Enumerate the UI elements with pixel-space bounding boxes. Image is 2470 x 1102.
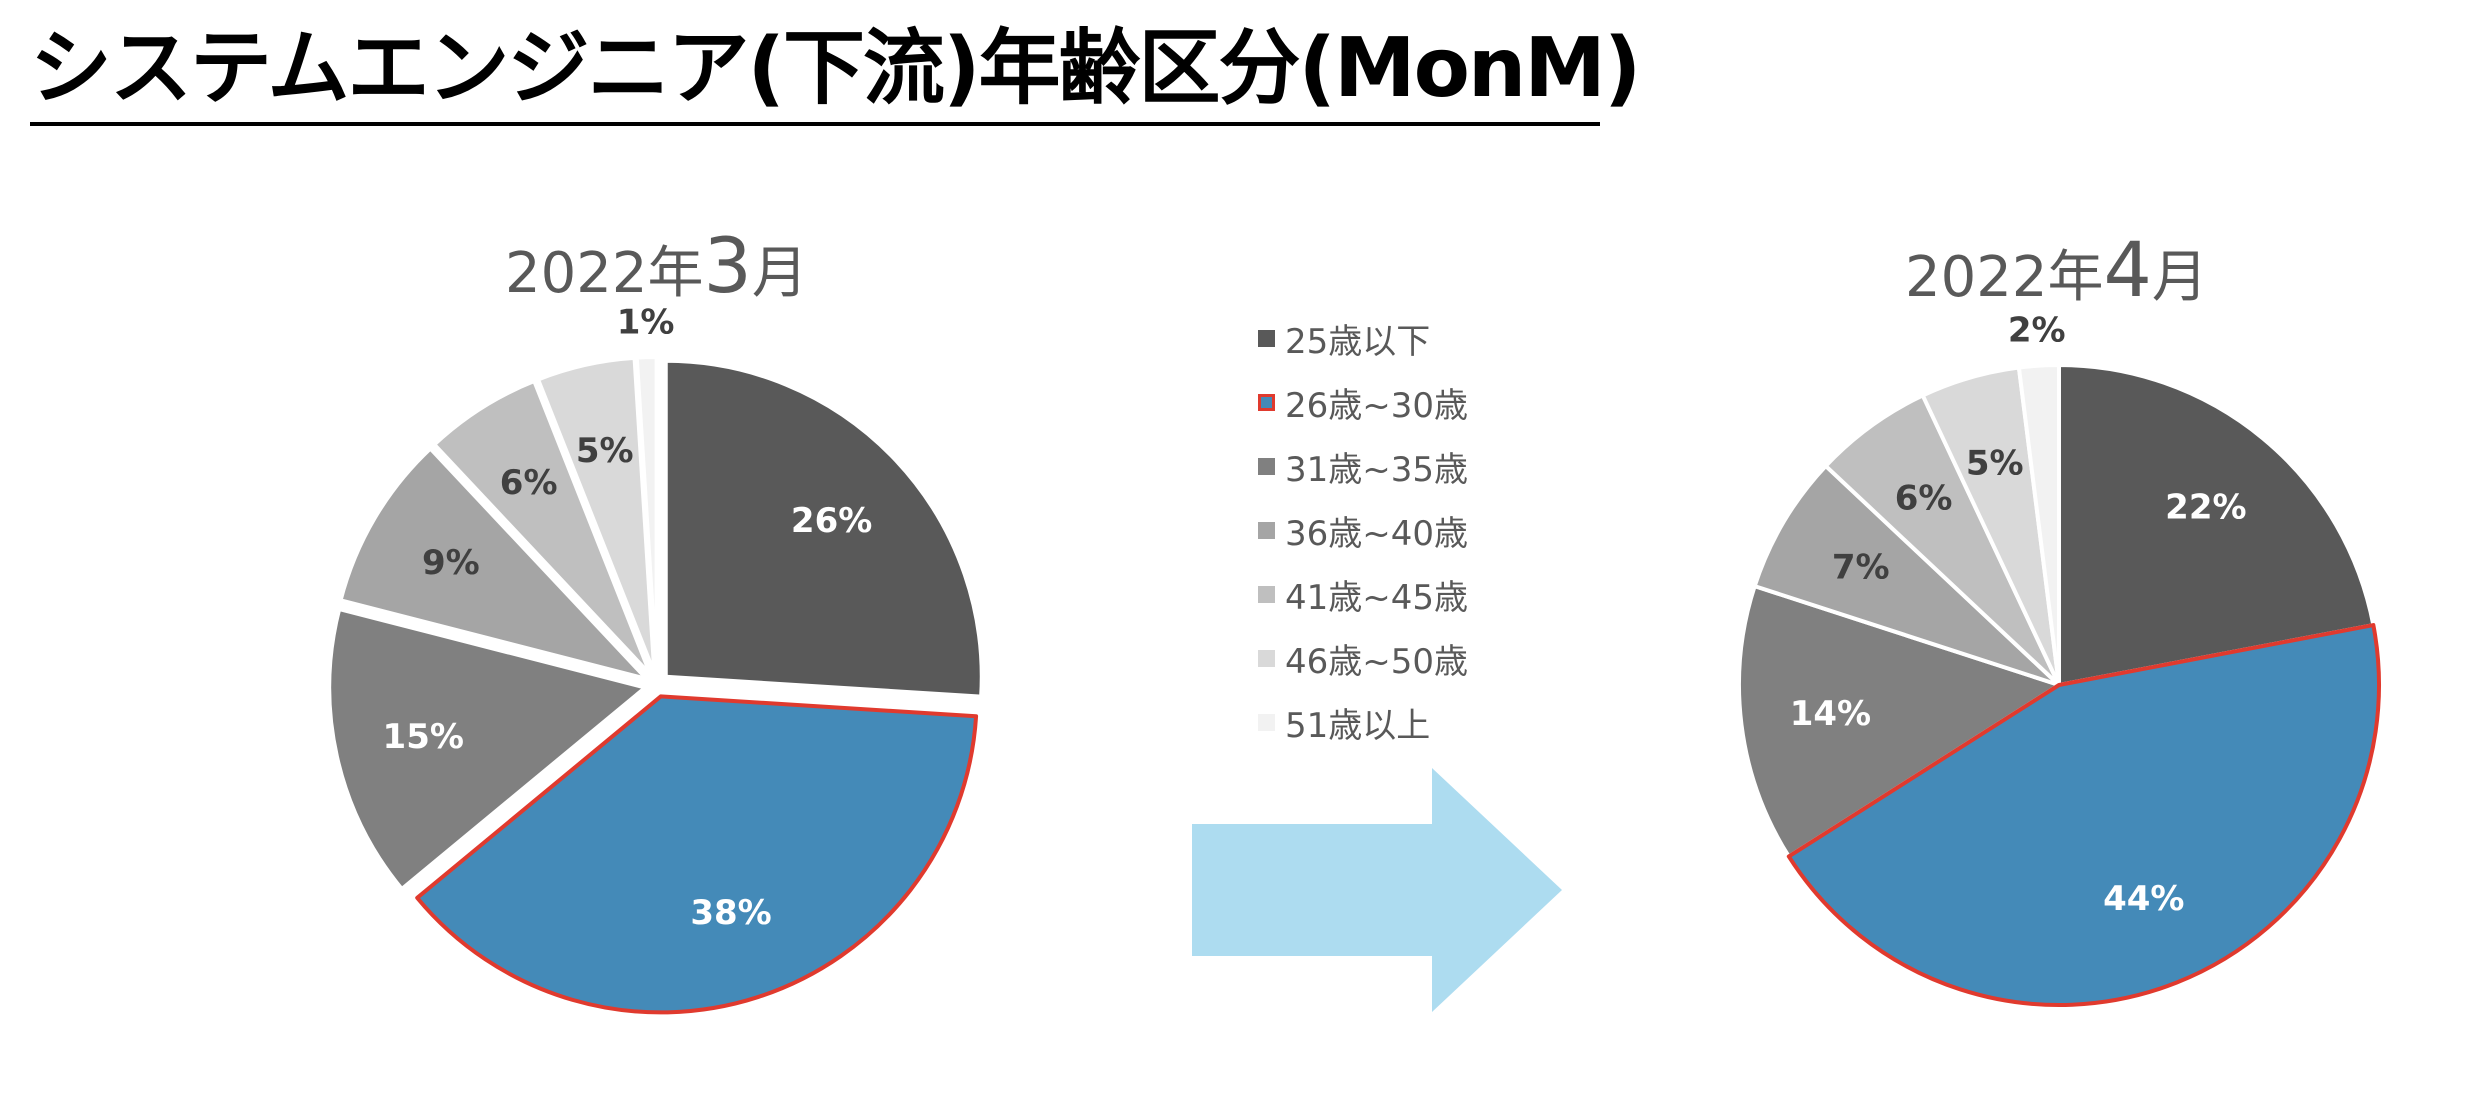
- chart-title-march: 2022年3月: [505, 228, 808, 304]
- page-title: システムエンジニア(下流)年齢区分(MonM): [30, 21, 1641, 116]
- pie-slice-5: [432, 379, 653, 677]
- legend-swatch: [1258, 393, 1275, 411]
- legend-label: 31歳~35歳: [1285, 449, 1469, 490]
- legend-item: 36歳~40歳: [1258, 498, 1468, 562]
- pie-slice-2: [415, 694, 979, 1015]
- data-label: 22%: [2165, 487, 2246, 527]
- right-arrow-icon: [1192, 768, 1562, 1012]
- chart-title-month-number: 3: [703, 221, 752, 310]
- legend-item: 31歳~35歳: [1258, 434, 1468, 498]
- pie-slice-4: [338, 446, 649, 681]
- pie-slice-5: [1823, 393, 2061, 687]
- data-label: 44%: [2103, 879, 2184, 919]
- legend-item: 51歳以上: [1258, 690, 1468, 754]
- data-label: 5%: [1966, 444, 2024, 484]
- legend-swatch: [1258, 521, 1275, 539]
- legend-swatch: [1258, 457, 1275, 475]
- legend-swatch: [1258, 649, 1275, 667]
- chart-legend: 25歳以下 26歳~30歳 31歳~35歳 36歳~40歳 41歳~45歳 46歳~50歳…: [1258, 306, 1468, 754]
- legend-item: 46歳~50歳: [1258, 626, 1468, 690]
- chart-title-month-number: 4: [2103, 225, 2152, 314]
- legend-swatch: [1258, 713, 1275, 731]
- pie-slice-7: [634, 355, 659, 676]
- pie-slice-7: [2016, 363, 2061, 687]
- data-label: 38%: [690, 893, 771, 933]
- data-label: 26%: [791, 501, 872, 541]
- chart-title-month-unit: 月: [2151, 245, 2208, 310]
- data-label: 6%: [1895, 479, 1953, 519]
- data-label: 5%: [576, 431, 634, 471]
- pie-slice-1: [2057, 363, 2376, 687]
- pie-slice-1: [663, 358, 984, 699]
- legend-item: 26歳~30歳: [1258, 370, 1468, 434]
- title-underline: [30, 122, 1600, 126]
- legend-swatch: [1258, 585, 1275, 603]
- legend-label: 41歳~45歳: [1285, 577, 1469, 618]
- legend-label: 25歳以下: [1285, 321, 1431, 362]
- data-label: 1%: [617, 302, 675, 342]
- pie-chart-march: 26% 38% 15% 9% 6% 5% 1%: [327, 302, 984, 1015]
- legend-item: 25歳以下: [1258, 306, 1468, 370]
- data-label: 6%: [500, 463, 558, 503]
- chart-title-year: 2022年: [1905, 245, 2104, 310]
- data-label: 15%: [383, 717, 464, 757]
- data-label: 2%: [2008, 311, 2066, 351]
- legend-label: 36歳~40歳: [1285, 513, 1469, 554]
- chart-title-month-unit: 月: [751, 241, 808, 306]
- chart-title-year: 2022年: [505, 241, 704, 306]
- chart-title-april: 2022年4月: [1905, 232, 2208, 308]
- legend-item: 41歳~45歳: [1258, 562, 1468, 626]
- data-label: 7%: [1832, 548, 1890, 588]
- pie-slice-3: [327, 607, 648, 892]
- pie-slice-4: [1752, 463, 2061, 687]
- pie-slice-3: [1737, 584, 2061, 859]
- pie-slice-2: [1786, 623, 2381, 1007]
- legend-label: 51歳以上: [1285, 705, 1431, 746]
- pie-slice-6: [536, 355, 657, 676]
- data-label: 9%: [422, 543, 480, 583]
- data-label: 14%: [1790, 694, 1871, 734]
- legend-swatch: [1258, 329, 1275, 347]
- legend-label: 46歳~50歳: [1285, 641, 1469, 682]
- legend-label: 26歳~30歳: [1285, 385, 1469, 426]
